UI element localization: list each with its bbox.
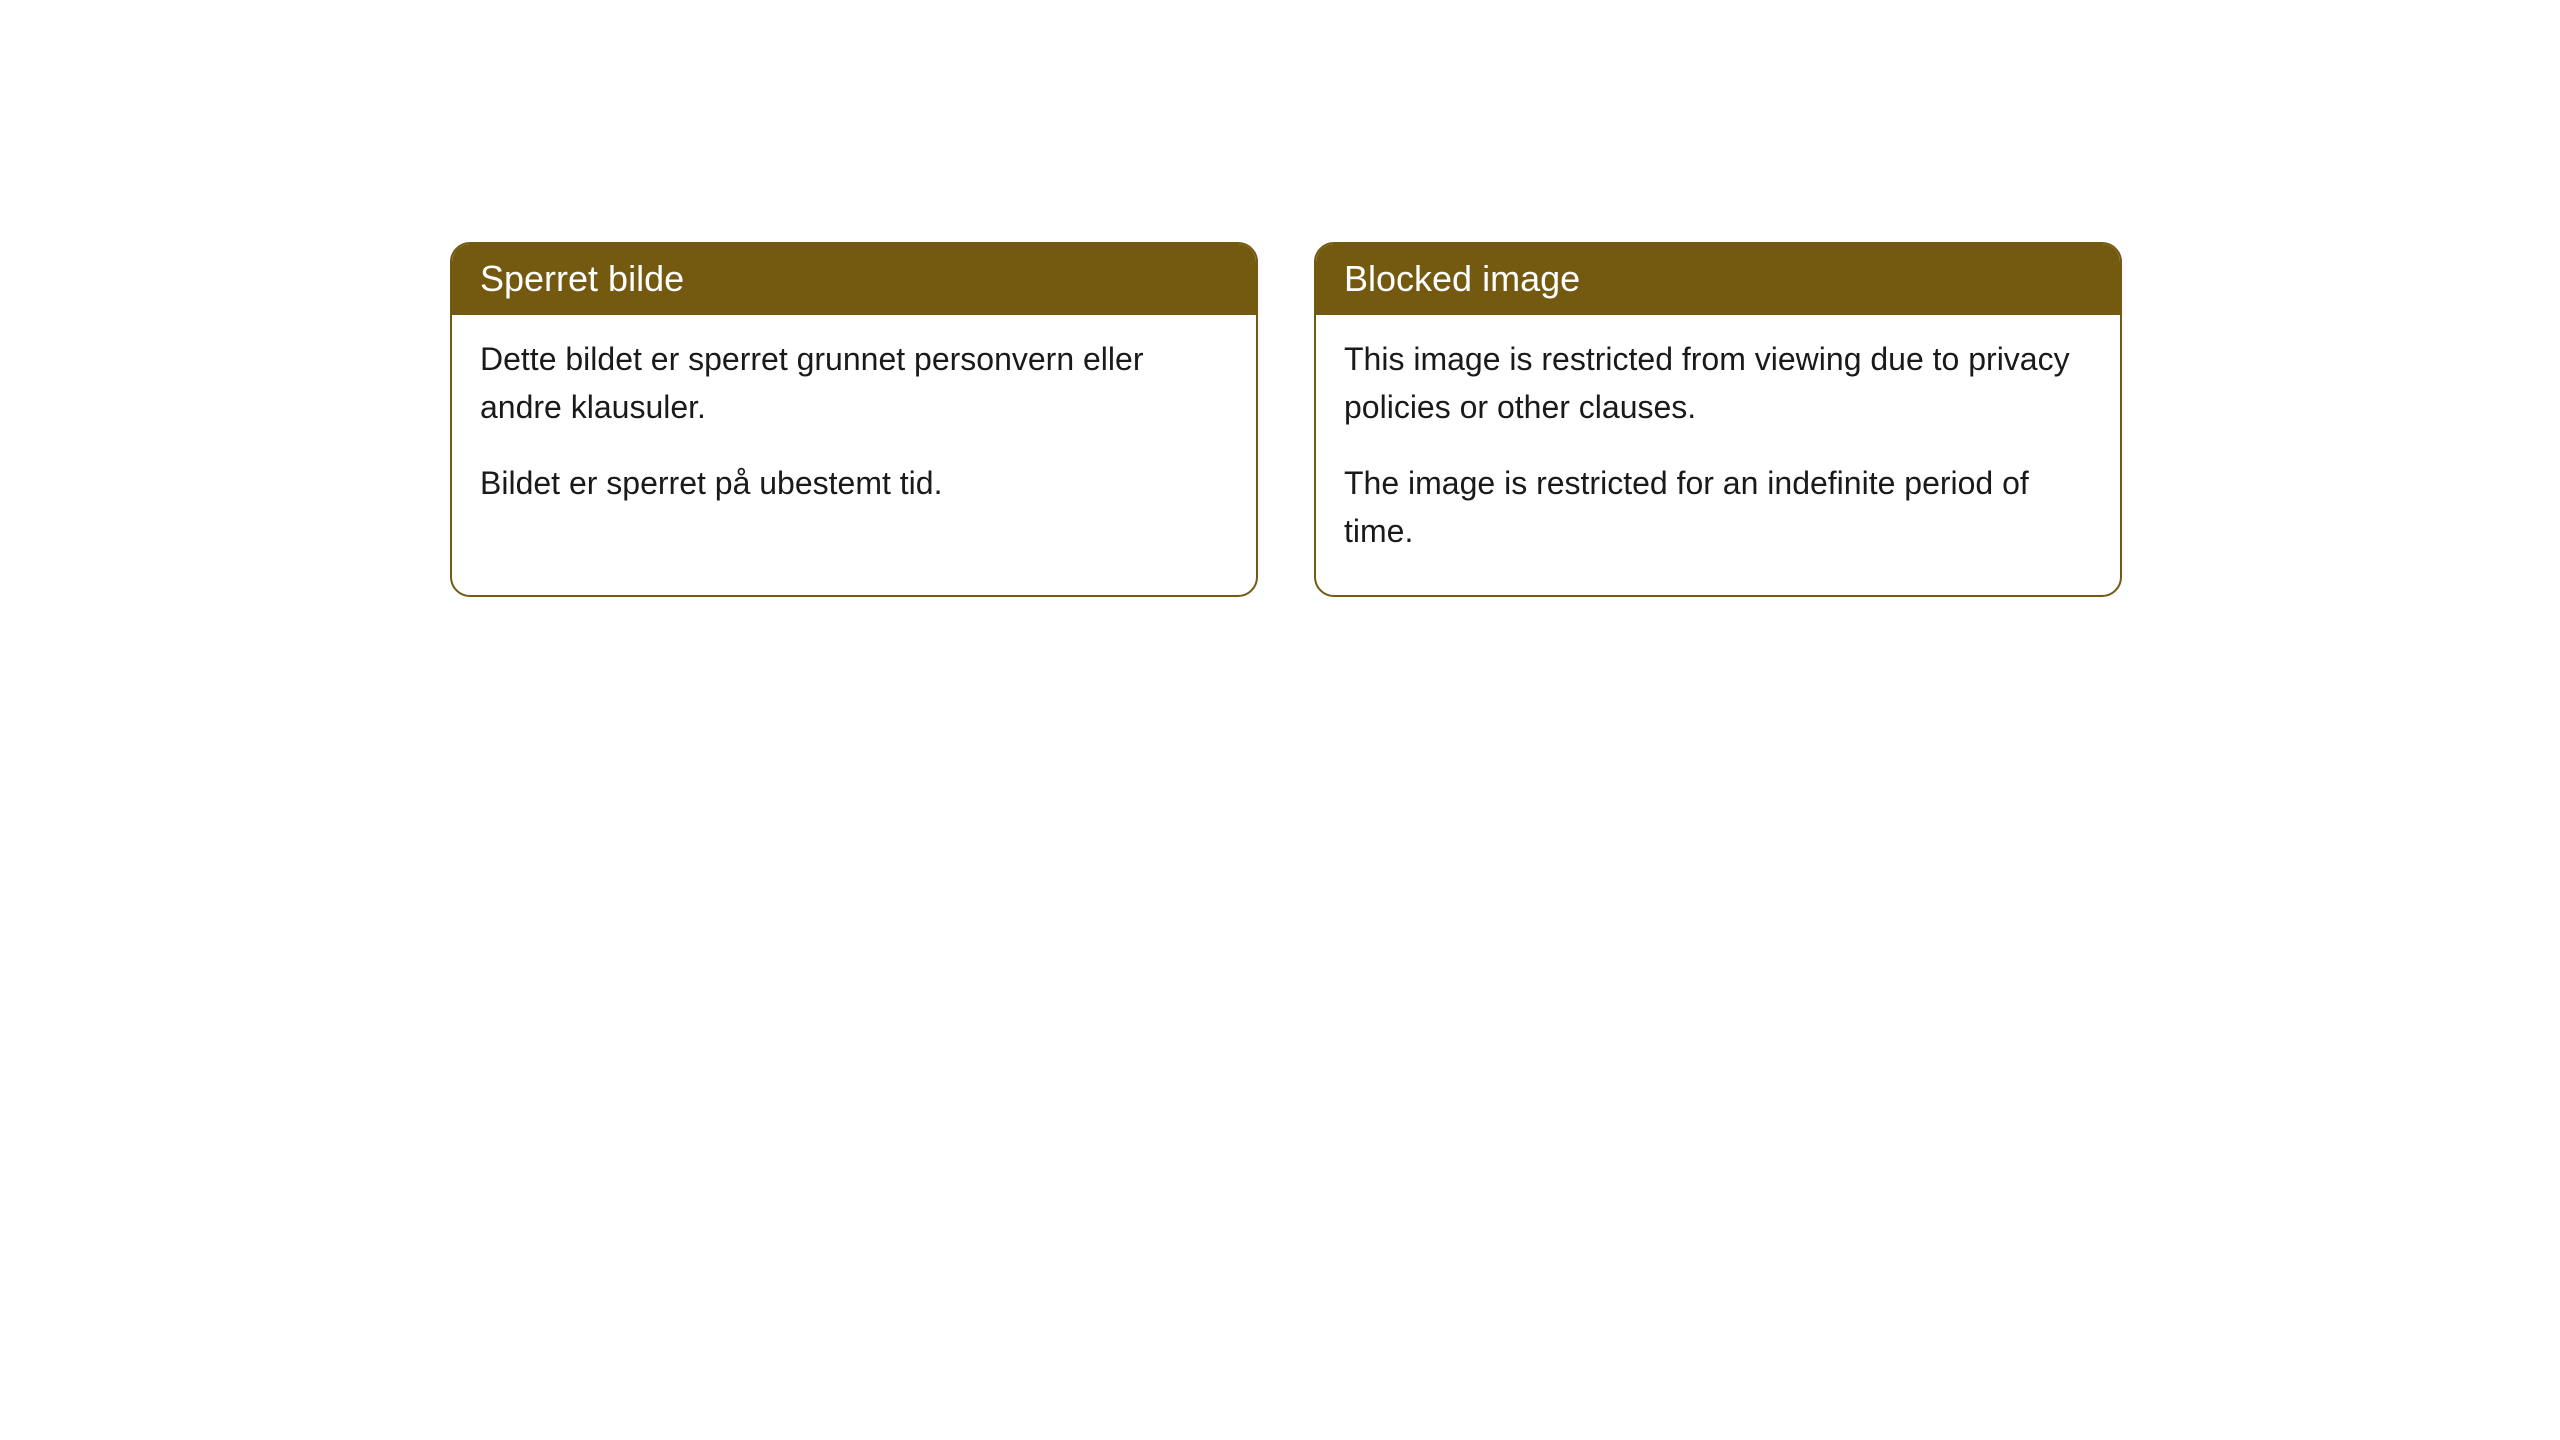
card-header-english: Blocked image xyxy=(1316,244,2120,315)
card-paragraph-2: Bildet er sperret på ubestemt tid. xyxy=(480,459,1228,507)
card-header-norwegian: Sperret bilde xyxy=(452,244,1256,315)
card-paragraph-2: The image is restricted for an indefinit… xyxy=(1344,459,2092,555)
blocked-image-card-norwegian: Sperret bilde Dette bildet er sperret gr… xyxy=(450,242,1258,597)
card-body-english: This image is restricted from viewing du… xyxy=(1316,315,2120,595)
cards-container: Sperret bilde Dette bildet er sperret gr… xyxy=(450,242,2122,597)
card-body-norwegian: Dette bildet er sperret grunnet personve… xyxy=(452,315,1256,547)
card-paragraph-1: This image is restricted from viewing du… xyxy=(1344,335,2092,431)
blocked-image-card-english: Blocked image This image is restricted f… xyxy=(1314,242,2122,597)
card-paragraph-1: Dette bildet er sperret grunnet personve… xyxy=(480,335,1228,431)
